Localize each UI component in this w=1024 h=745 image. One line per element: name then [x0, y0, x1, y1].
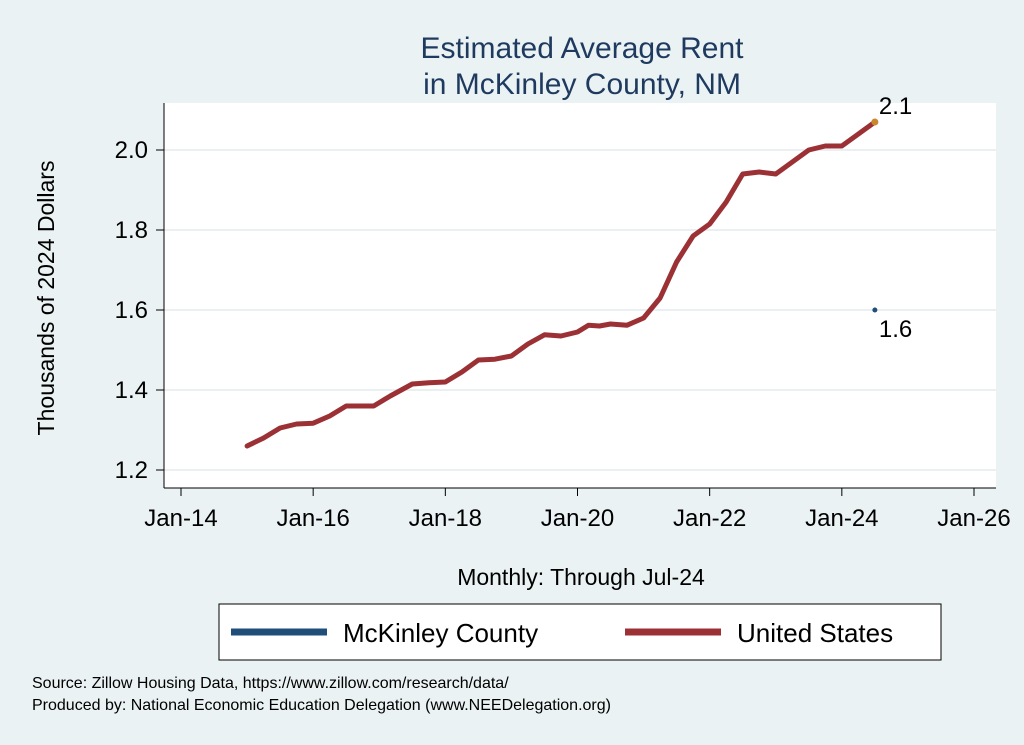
- legend-box: [218, 603, 942, 661]
- legend-label-mckinley-county: McKinley County: [343, 618, 538, 648]
- x-axis-title: Monthly: Through Jul-24: [457, 564, 705, 590]
- x-tick-label-1: Jan-16: [276, 505, 349, 532]
- x-tick-label-3: Jan-20: [541, 505, 614, 532]
- x-tick-label-6: Jan-26: [937, 505, 1010, 532]
- legend-label-united-states: United States: [737, 618, 893, 648]
- end-label-mckinley-county: 1.6: [879, 316, 912, 343]
- x-axis-ticks: Jan-14 Jan-16 Jan-18 Jan-20 Jan-22 Jan-24 Jan-…: [144, 488, 1011, 532]
- x-tick-label-2: Jan-18: [409, 505, 482, 532]
- end-label-united-states: 2.1: [879, 93, 912, 120]
- gridlines: [164, 149, 996, 471]
- plot-area: [164, 103, 996, 488]
- y-tick-label-0: 1.2: [115, 457, 148, 484]
- y-tick-label-3: 1.8: [115, 217, 148, 244]
- y-tick-label-1: 1.4: [115, 377, 148, 404]
- x-tick-label-5: Jan-24: [805, 505, 878, 532]
- footer-produced-by: Produced by: National Economic Education…: [32, 697, 611, 714]
- chart-title-line-1: Estimated Average Rent: [421, 32, 745, 65]
- x-tick-label-0: Jan-14: [144, 505, 217, 532]
- y-tick-label-4: 2.0: [115, 137, 148, 164]
- end-point-united-states: [871, 118, 879, 126]
- y-axis-ticks: 1.2 1.4 1.6 1.8 2.0: [115, 137, 164, 484]
- point-mckinley-county: [872, 307, 878, 313]
- chart-title-line-2: in McKinley County, NM: [423, 68, 741, 101]
- footer-source: Source: Zillow Housing Data, https://www…: [32, 675, 509, 692]
- series-line-united-states: [244, 119, 878, 449]
- y-tick-label-2: 1.6: [115, 297, 148, 324]
- x-tick-label-4: Jan-22: [673, 505, 746, 532]
- series-layer: 2.1 1.6: [244, 93, 912, 449]
- y-axis-title: Thousands of 2024 Dollars: [33, 161, 59, 436]
